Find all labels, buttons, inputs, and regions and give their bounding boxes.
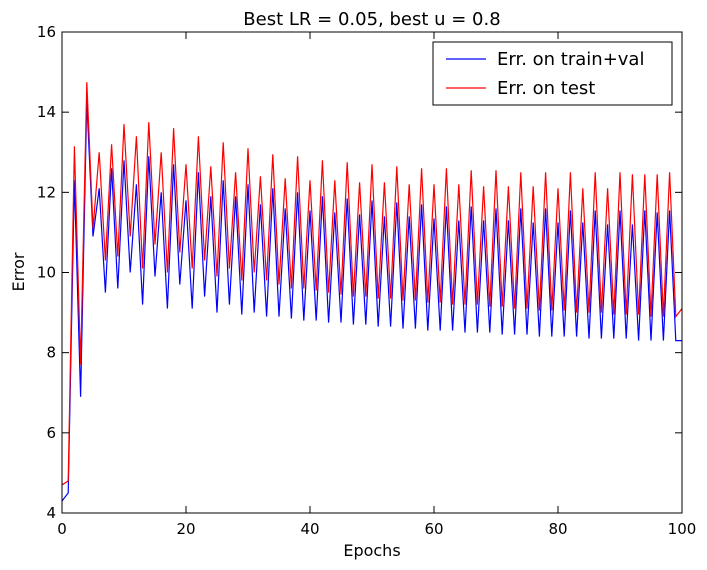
series-line-test xyxy=(61,82,683,486)
y-tick-label: 16 xyxy=(37,23,56,41)
x-tick-label: 80 xyxy=(548,520,567,538)
x-tick-label: 20 xyxy=(176,520,195,538)
y-tick-label: 6 xyxy=(46,424,56,442)
legend-label-test: Err. on test xyxy=(497,78,595,99)
y-tick-label: 4 xyxy=(46,504,56,522)
legend-box xyxy=(432,41,673,106)
tick-layer: 0 20 40 60 80 100 4 6 8 10 12 14 16 xyxy=(37,23,696,538)
chart-title: Best LR = 0.05, best u = 0.8 xyxy=(243,9,500,30)
y-tick-label: 14 xyxy=(37,103,56,121)
x-tick-label: 60 xyxy=(424,520,443,538)
x-axis-title: Epochs xyxy=(343,541,400,560)
x-tick-label: 0 xyxy=(57,520,67,538)
legend-label-train-val: Err. on train+val xyxy=(497,49,644,70)
legend: Err. on train+val Err. on test xyxy=(432,41,673,106)
series-layer xyxy=(61,82,683,502)
y-tick-label: 12 xyxy=(37,183,56,201)
y-axis-title: Error xyxy=(9,252,28,291)
y-tick-label: 10 xyxy=(37,264,56,282)
x-tick-label: 100 xyxy=(668,520,697,538)
series-line-train-val xyxy=(61,100,682,502)
x-tick-label: 40 xyxy=(300,520,319,538)
y-tick-label: 8 xyxy=(46,344,56,362)
